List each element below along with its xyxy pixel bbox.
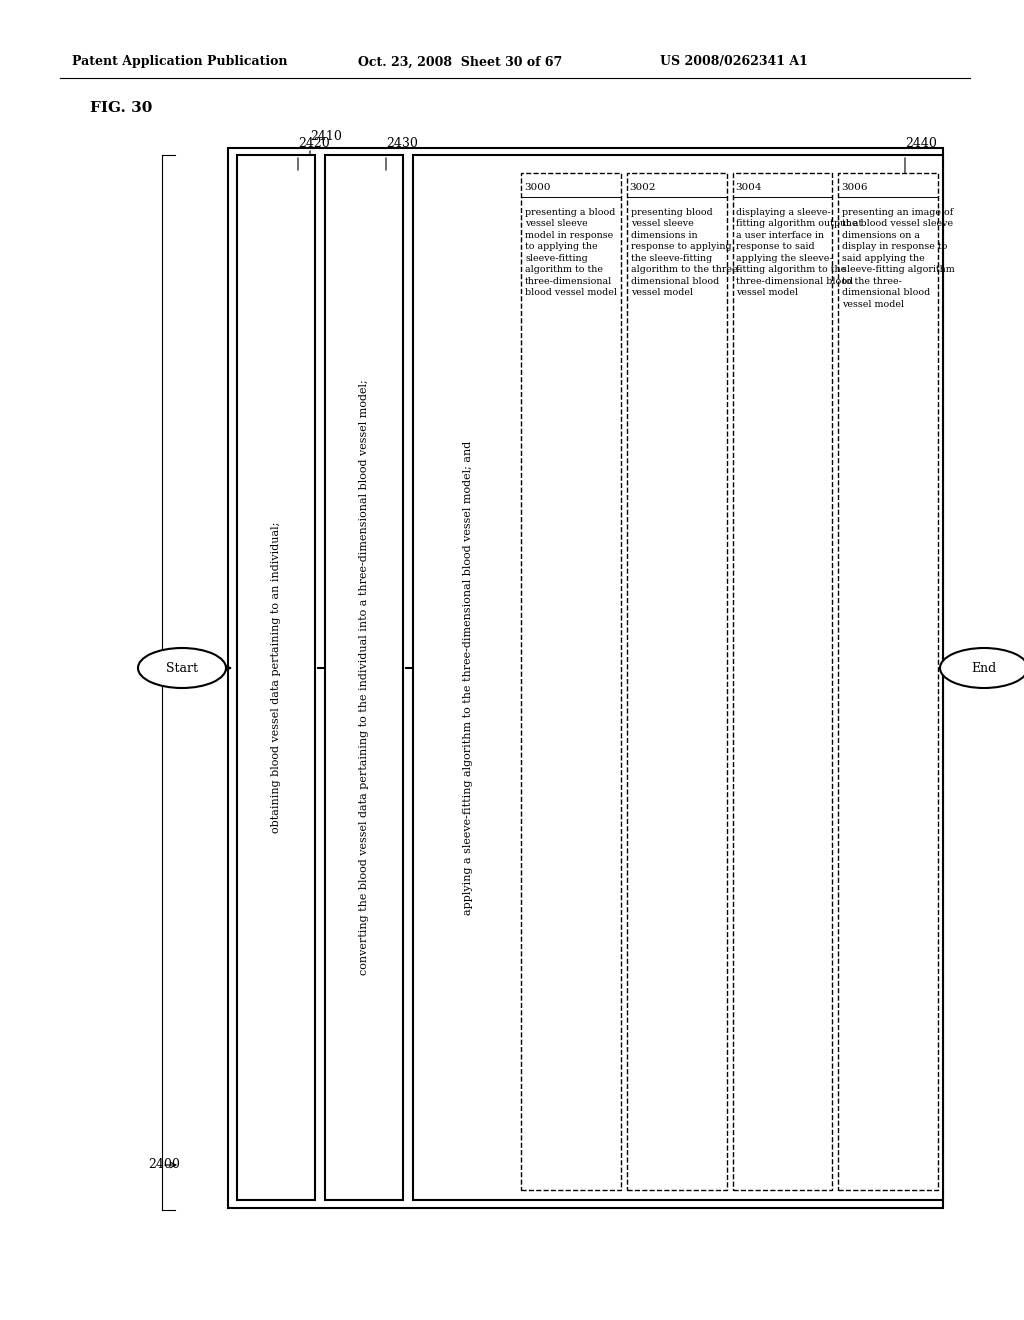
Text: presenting an image of
the blood vessel sleeve
dimensions on a
display in respon: presenting an image of the blood vessel … — [843, 209, 955, 309]
Text: US 2008/0262341 A1: US 2008/0262341 A1 — [660, 55, 808, 69]
Text: Oct. 23, 2008  Sheet 30 of 67: Oct. 23, 2008 Sheet 30 of 67 — [358, 55, 562, 69]
Text: 3006: 3006 — [842, 182, 867, 191]
Text: End: End — [972, 661, 996, 675]
Text: displaying a sleeve-
fitting algorithm output at
a user interface in
response to: displaying a sleeve- fitting algorithm o… — [736, 209, 863, 297]
Text: obtaining blood vessel data pertaining to an individual;: obtaining blood vessel data pertaining t… — [271, 521, 281, 833]
Bar — [521, 173, 621, 1191]
Text: 2440: 2440 — [905, 137, 937, 150]
Bar — [732, 173, 833, 1191]
Text: 3000: 3000 — [524, 182, 551, 191]
Ellipse shape — [940, 648, 1024, 688]
Text: presenting a blood
vessel sleeve
model in response
to applying the
sleeve-fittin: presenting a blood vessel sleeve model i… — [525, 209, 617, 297]
Text: FIG. 30: FIG. 30 — [90, 102, 153, 115]
Bar — [839, 173, 938, 1191]
Ellipse shape — [138, 648, 226, 688]
Text: Start: Start — [166, 661, 198, 675]
Polygon shape — [237, 154, 315, 1200]
Text: 2430: 2430 — [386, 137, 418, 150]
Text: 2410: 2410 — [310, 129, 342, 143]
Text: 2400: 2400 — [148, 1159, 180, 1172]
Text: 2420: 2420 — [298, 137, 330, 150]
Bar — [627, 173, 726, 1191]
Polygon shape — [325, 154, 403, 1200]
Text: Patent Application Publication: Patent Application Publication — [72, 55, 288, 69]
Text: 3002: 3002 — [630, 182, 656, 191]
Text: converting the blood vessel data pertaining to the individual into a three-dimen: converting the blood vessel data pertain… — [359, 380, 369, 975]
Text: applying a sleeve-fitting algorithm to the three-dimensional blood vessel model;: applying a sleeve-fitting algorithm to t… — [463, 441, 473, 915]
Polygon shape — [413, 154, 943, 1200]
Text: presenting blood
vessel sleeve
dimensions in
response to applying
the sleeve-fit: presenting blood vessel sleeve dimension… — [631, 209, 740, 297]
Text: 3004: 3004 — [735, 182, 762, 191]
